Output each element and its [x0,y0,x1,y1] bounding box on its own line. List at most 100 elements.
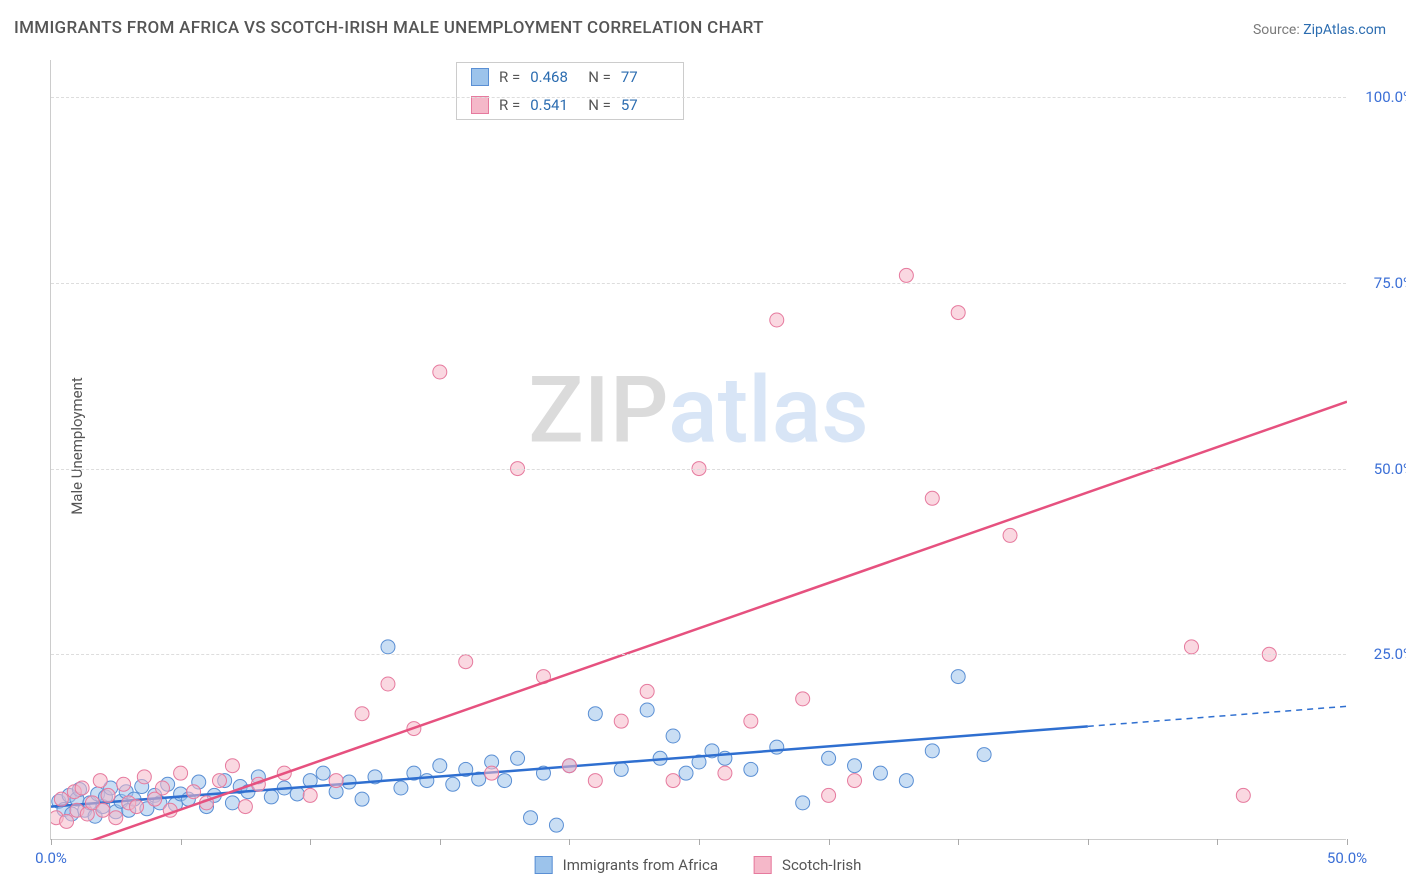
scatter-point [562,759,576,773]
scatter-point [225,759,239,773]
scatter-point [212,774,226,788]
legend-swatch [535,856,553,874]
scatter-point [329,774,343,788]
n-label: N = [588,68,611,86]
scatter-point [381,640,395,654]
scatter-point [640,703,654,717]
scatter-point [187,785,201,799]
x-tick [310,839,311,845]
correlation-row: R = 0.541 N = 57 [457,91,683,119]
scatter-point [951,306,965,320]
scatter-point [588,707,602,721]
n-label: N = [588,96,611,114]
scatter-point [1236,788,1250,802]
scatter-point [60,814,74,828]
scatter-point [54,792,68,806]
source-attribution: Source: ZipAtlas.com [1253,22,1386,38]
gridline-h [51,654,1346,655]
x-tick [1217,839,1218,845]
scatter-point [446,777,460,791]
scatter-point [137,770,151,784]
chart-area: ZIPatlas R =0.468N =77R =0.541N =57 25.0… [50,60,1346,840]
scatter-point [524,811,538,825]
scatter-point [155,781,169,795]
chart-container: IMMIGRANTS FROM AFRICA VS SCOTCH-IRISH M… [0,0,1406,892]
scatter-point [130,800,144,814]
scatter-point [174,766,188,780]
scatter-point [822,751,836,765]
scatter-svg [51,60,1347,840]
scatter-point [640,684,654,698]
scatter-point [899,268,913,282]
scatter-point [109,811,123,825]
scatter-point [459,655,473,669]
x-tick [699,839,700,845]
source-label: Source: [1253,22,1300,38]
scatter-point [225,796,239,810]
source-link[interactable]: ZipAtlas.com [1303,22,1386,38]
r-value: 0.541 [530,96,578,114]
gridline-h [51,469,1346,470]
scatter-point [848,774,862,788]
scatter-point [316,766,330,780]
scatter-point [796,796,810,810]
gridline-h [51,283,1346,284]
scatter-point [381,677,395,691]
chart-title: IMMIGRANTS FROM AFRICA VS SCOTCH-IRISH M… [14,18,764,38]
legend-item: Immigrants from Africa [535,856,718,874]
scatter-point [433,759,447,773]
scatter-point [394,781,408,795]
scatter-point [614,762,628,776]
scatter-point [420,774,434,788]
scatter-point [355,707,369,721]
x-tick [440,839,441,845]
x-tick [1088,839,1089,845]
scatter-point [511,751,525,765]
y-tick-label: 75.0% [1374,274,1406,292]
x-tick [958,839,959,845]
legend-swatch [471,68,489,86]
trend-line-dashed [1088,706,1347,726]
legend-label: Immigrants from Africa [563,856,718,874]
scatter-point [899,774,913,788]
scatter-point [93,774,107,788]
r-label: R = [499,96,520,114]
scatter-point [666,774,680,788]
n-value: 57 [621,96,669,114]
scatter-point [873,766,887,780]
scatter-point [264,790,278,804]
scatter-point [977,748,991,762]
scatter-point [117,777,131,791]
x-tick [51,839,52,845]
scatter-point [925,491,939,505]
gridline-h [51,97,1346,98]
scatter-point [666,729,680,743]
scatter-point [588,774,602,788]
scatter-point [718,766,732,780]
x-tick [1347,839,1348,845]
scatter-point [822,788,836,802]
correlation-legend: R =0.468N =77R =0.541N =57 [456,62,684,120]
scatter-point [679,766,693,780]
scatter-point [355,792,369,806]
y-tick-label: 100.0% [1365,88,1406,106]
x-tick-label: 50.0% [1327,849,1367,867]
scatter-point [796,692,810,706]
scatter-point [96,803,110,817]
plot-region: ZIPatlas R =0.468N =77R =0.541N =57 25.0… [50,60,1346,840]
legend-label: Scotch-Irish [782,856,861,874]
r-label: R = [499,68,520,86]
scatter-point [485,766,499,780]
scatter-point [925,744,939,758]
scatter-point [614,714,628,728]
legend-swatch [471,96,489,114]
correlation-row: R =0.468N =77 [457,63,683,91]
scatter-point [744,762,758,776]
legend-swatch [754,856,772,874]
x-tick [829,839,830,845]
scatter-point [549,818,563,832]
scatter-point [498,774,512,788]
scatter-point [433,365,447,379]
scatter-point [238,800,252,814]
y-tick-label: 25.0% [1374,645,1406,663]
